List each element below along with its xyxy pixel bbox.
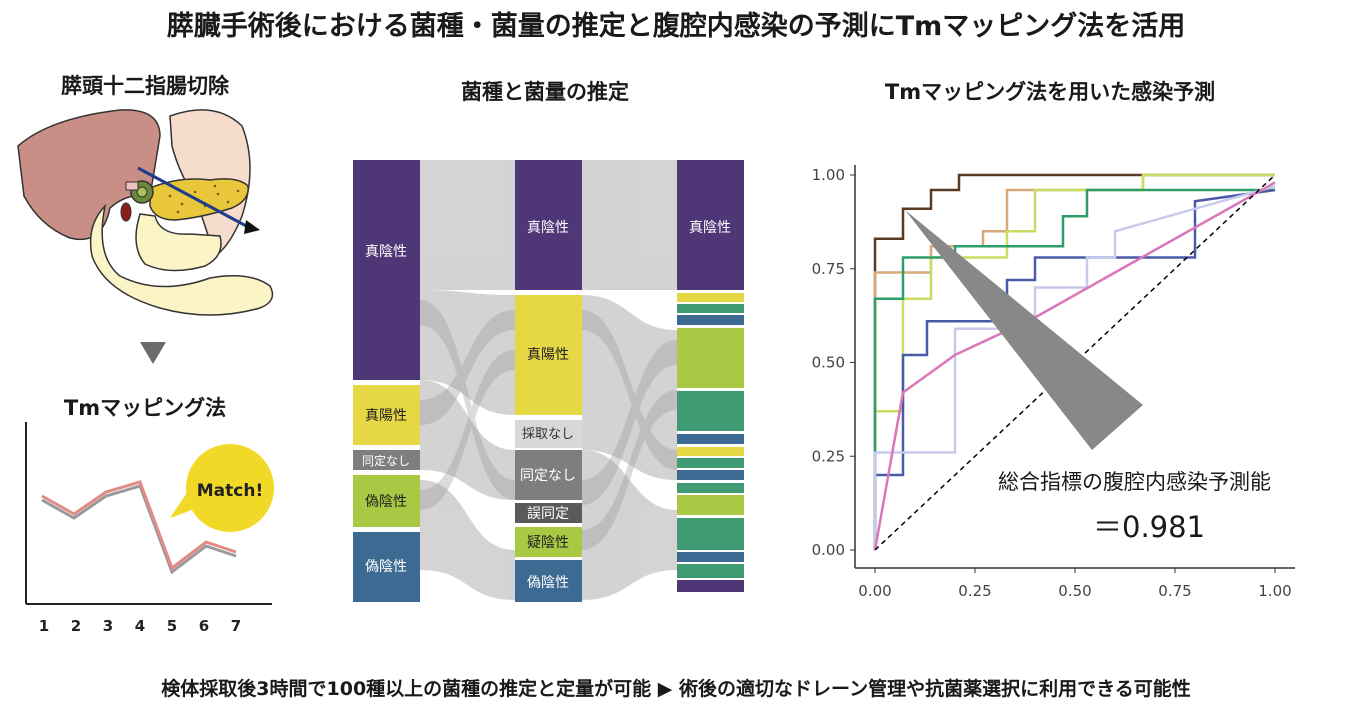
pointer-wedge [905, 210, 1143, 450]
col2-true-negative [515, 160, 582, 290]
roc-chart: 0.00 0.25 0.50 0.75 1.00 0.00 0.25 0.50 0.75 1.00 [812, 165, 1295, 600]
col3-true-negative [677, 160, 744, 290]
main-title: 膵臓手術後における菌種・菌量の推定と腹腔内感染の予測にTmマッピング法を活用 [166, 11, 1186, 42]
middle-heading: 菌種と菌量の推定 [461, 80, 629, 104]
col2-no-sample [515, 420, 582, 448]
col2-label: 採取なし [522, 427, 574, 442]
roc-series-1 [873, 173, 1275, 550]
alluvial-diagram: 真陰性 真陽性 同定なし 偽陰性 偽陰性 真陰性 真陽性 採取なし 同定なし 誤… [353, 160, 744, 602]
down-arrow-icon [140, 342, 166, 364]
right-heading: Tmマッピング法を用いた感染予測 [884, 80, 1216, 104]
roc-series-6 [873, 185, 1276, 550]
col2-none [515, 450, 582, 500]
col1-label: 同定なし [362, 453, 410, 468]
col2-false-negative [515, 560, 582, 602]
col1-label: 真陰性 [365, 244, 407, 260]
annotation-line1: 総合指標の腹腔内感染予測能 [998, 470, 1271, 494]
x-tick-label: 1.00 [1258, 582, 1291, 600]
x-tick-label: 0.00 [858, 582, 891, 600]
x-tick: 1 [39, 617, 49, 635]
col1-false-negative-a [353, 475, 420, 527]
col2-misid [515, 503, 582, 523]
method-heading: Tmマッピング法 [63, 396, 227, 420]
annotation-line2: ＝0.981 [1093, 510, 1206, 544]
col1-true-positive [353, 385, 420, 445]
col2-suspect-neg [515, 527, 582, 557]
col1-label: 偽陰性 [365, 559, 407, 575]
x-tick: 7 [231, 617, 241, 635]
y-tick-label: 0.25 [812, 447, 845, 465]
col1-false-negative-b [353, 532, 420, 602]
x-tick: 4 [135, 617, 145, 635]
x-tick: 3 [103, 617, 113, 635]
x-tick: 2 [71, 617, 81, 635]
match-label: Match! [197, 481, 263, 501]
col1-label: 偽陰性 [365, 494, 407, 510]
roc-series-4 [873, 188, 1275, 550]
y-tick-label: 1.00 [812, 166, 845, 184]
x-tick: 6 [199, 617, 209, 635]
col2-label: 偽陰性 [527, 575, 569, 591]
x-tick-label: 0.25 [958, 582, 991, 600]
pancreas-illustration [17, 109, 274, 316]
col1-label: 真陽性 [365, 408, 407, 424]
y-tick-label: 0.00 [812, 541, 845, 559]
col2-label: 真陰性 [527, 220, 569, 236]
col2-label: 疑陰性 [527, 535, 569, 551]
col3-label: 真陰性 [689, 220, 731, 236]
col2-label: 誤同定 [527, 506, 569, 522]
col2-true-positive [515, 295, 582, 415]
left-heading: 膵頭十二指腸切除 [61, 74, 229, 98]
x-tick-label: 0.75 [1158, 582, 1191, 600]
x-tick-label: 0.50 [1058, 582, 1091, 600]
footer-summary: 検体採取後3時間で100種以上の菌種の推定と定量が可能 ▶ 術後の適切なドレーン… [161, 678, 1191, 700]
col1-true-negative [353, 160, 420, 380]
y-tick-label: 0.50 [812, 354, 845, 372]
melt-curve-chart: Match! 1 2 3 4 5 6 7 [25, 422, 274, 635]
col2-label: 真陽性 [527, 347, 569, 363]
col3-segments [677, 293, 744, 592]
col1-none [353, 450, 420, 470]
x-tick: 5 [167, 617, 177, 635]
y-tick-label: 0.75 [812, 260, 845, 278]
col2-label: 同定なし [520, 468, 576, 484]
